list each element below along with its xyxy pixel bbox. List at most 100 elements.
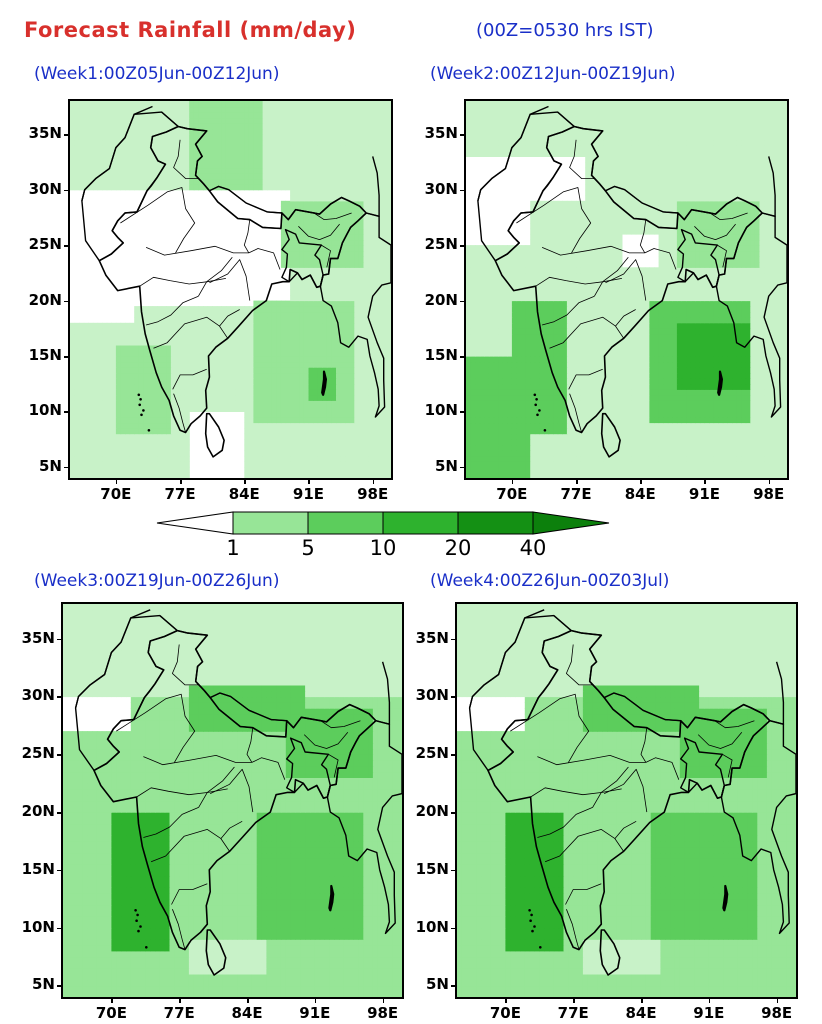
rainfall-cell bbox=[750, 466, 756, 473]
rainfall-cell bbox=[239, 173, 245, 180]
rainfall-cell bbox=[709, 417, 715, 424]
rainfall-cell bbox=[358, 128, 365, 135]
rainfall-cell bbox=[709, 450, 715, 457]
rainfall-cell bbox=[750, 439, 756, 446]
rainfall-cell bbox=[773, 400, 779, 407]
rainfall-cell bbox=[221, 106, 227, 113]
rainfall-cell bbox=[83, 444, 89, 451]
rainfall-cell bbox=[166, 444, 172, 451]
rainfall-cell bbox=[166, 128, 172, 135]
rainfall-cell bbox=[308, 228, 314, 235]
rainfall-cell bbox=[736, 439, 742, 446]
rainfall-cell bbox=[576, 439, 582, 446]
rainfall-cell bbox=[507, 428, 513, 435]
rainfall-cell bbox=[644, 439, 650, 446]
rainfall-cell bbox=[759, 405, 765, 412]
rainfall-cell bbox=[377, 178, 383, 185]
rainfall-cell bbox=[253, 394, 259, 401]
rainfall-cell bbox=[203, 173, 209, 180]
rainfall-cell bbox=[544, 428, 550, 435]
rainfall-cell bbox=[83, 150, 89, 157]
rainfall-cell bbox=[326, 350, 332, 357]
rainfall-cell bbox=[170, 156, 177, 163]
rainfall-cell bbox=[381, 344, 387, 351]
rainfall-cell bbox=[516, 450, 522, 457]
rainfall-cell bbox=[764, 389, 770, 396]
rainfall-cell bbox=[207, 361, 213, 368]
rainfall-cell bbox=[695, 383, 701, 390]
rainfall-cell bbox=[502, 405, 508, 412]
rainfall-cell bbox=[372, 150, 378, 157]
rainfall-cell bbox=[340, 428, 346, 435]
rainfall-cell bbox=[521, 444, 527, 451]
rainfall-cell bbox=[184, 145, 190, 152]
rainfall-cell bbox=[699, 455, 706, 462]
rainfall-cell bbox=[363, 356, 369, 363]
rainfall-cell bbox=[381, 317, 387, 324]
rainfall-cell bbox=[358, 106, 365, 113]
rainfall-cell bbox=[340, 139, 346, 146]
rainfall-cell bbox=[640, 394, 646, 401]
rainfall-cell bbox=[722, 411, 728, 418]
rainfall-cell bbox=[372, 195, 378, 202]
rainfall-cell bbox=[244, 162, 250, 169]
rainfall-cell bbox=[548, 439, 554, 446]
rainfall-cell bbox=[699, 444, 706, 451]
rainfall-cell bbox=[88, 411, 94, 418]
rainfall-cell bbox=[368, 422, 374, 429]
rainfall-cell bbox=[603, 428, 609, 435]
rainfall-cell bbox=[594, 428, 600, 435]
rainfall-cell bbox=[322, 211, 328, 218]
rainfall-cell bbox=[175, 400, 181, 407]
rainfall-cell bbox=[326, 367, 332, 374]
rainfall-cell bbox=[525, 428, 531, 435]
rainfall-cell bbox=[354, 472, 360, 478]
rainfall-cell bbox=[294, 112, 300, 119]
rainfall-cell bbox=[235, 101, 241, 108]
rainfall-cell bbox=[764, 405, 770, 412]
rainfall-cell bbox=[368, 344, 374, 351]
rainfall-cell bbox=[326, 184, 332, 191]
rainfall-cell bbox=[322, 444, 328, 451]
rainfall-cell bbox=[585, 389, 591, 396]
rainfall-cell bbox=[544, 455, 550, 462]
rainfall-cell bbox=[386, 367, 391, 374]
rainfall-cell bbox=[106, 417, 112, 424]
rainfall-cell bbox=[773, 372, 779, 379]
rainfall-cell bbox=[354, 250, 360, 257]
rainfall-cell bbox=[764, 433, 770, 440]
rainfall-cell bbox=[326, 472, 332, 478]
rainfall-cell bbox=[585, 400, 591, 407]
rainfall-cell bbox=[727, 394, 733, 401]
rainfall-cell bbox=[603, 417, 609, 424]
rainfall-cell bbox=[225, 367, 232, 374]
rainfall-cell bbox=[354, 239, 360, 246]
rainfall-cell bbox=[640, 428, 646, 435]
rainfall-cell bbox=[148, 306, 154, 313]
rainfall-cell bbox=[530, 400, 536, 407]
rainfall-cell bbox=[308, 383, 314, 390]
rainfall-cell bbox=[566, 367, 573, 374]
rainfall-cell bbox=[336, 112, 342, 119]
rainfall-cell bbox=[754, 378, 761, 385]
rainfall-cell bbox=[308, 311, 314, 318]
time-note: (00Z=0530 hrs IST) bbox=[476, 20, 654, 41]
rainfall-cell bbox=[317, 211, 323, 218]
rainfall-cell bbox=[502, 461, 508, 468]
rainfall-cell bbox=[484, 400, 490, 407]
rainfall-cell bbox=[212, 173, 218, 180]
rainfall-cell bbox=[386, 450, 391, 457]
rainfall-cell bbox=[759, 444, 765, 451]
rainfall-cell bbox=[207, 389, 213, 396]
rainfall-cell bbox=[134, 117, 140, 124]
rainfall-cell bbox=[534, 383, 540, 390]
rainfall-cell bbox=[221, 367, 227, 374]
rainfall-cell bbox=[244, 339, 250, 346]
rainfall-cell bbox=[166, 455, 172, 462]
rainfall-cell bbox=[115, 328, 122, 335]
rainfall-cell bbox=[79, 162, 85, 169]
rainfall-cell bbox=[175, 101, 181, 108]
rainfall-cell bbox=[88, 439, 94, 446]
rainfall-cell bbox=[576, 383, 582, 390]
rainfall-cell bbox=[736, 394, 742, 401]
